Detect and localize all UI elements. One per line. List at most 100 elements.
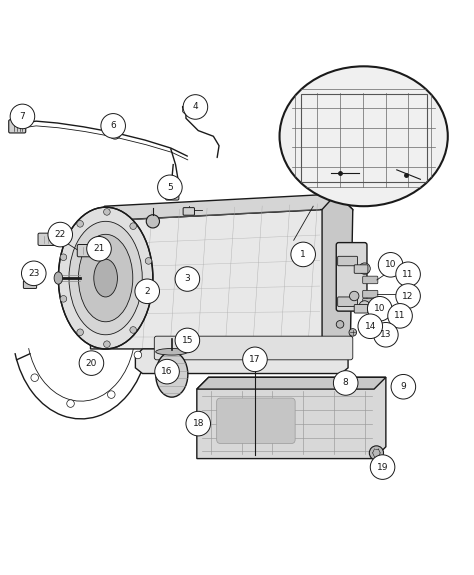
Ellipse shape: [78, 235, 133, 322]
Polygon shape: [136, 349, 348, 374]
FancyBboxPatch shape: [363, 276, 378, 283]
Circle shape: [175, 328, 200, 352]
Circle shape: [388, 304, 412, 328]
Text: 20: 20: [86, 359, 97, 367]
Ellipse shape: [94, 259, 118, 297]
Text: 11: 11: [394, 311, 406, 320]
Circle shape: [146, 214, 159, 228]
Ellipse shape: [251, 359, 259, 365]
FancyBboxPatch shape: [9, 120, 26, 133]
Ellipse shape: [58, 207, 153, 349]
Circle shape: [48, 223, 73, 247]
FancyBboxPatch shape: [77, 244, 101, 257]
Circle shape: [21, 261, 46, 286]
Circle shape: [130, 327, 137, 334]
Text: 14: 14: [365, 322, 376, 331]
FancyBboxPatch shape: [363, 290, 378, 298]
FancyBboxPatch shape: [217, 398, 295, 443]
Text: 15: 15: [182, 336, 193, 345]
Text: 18: 18: [192, 419, 204, 428]
Ellipse shape: [156, 352, 188, 397]
Circle shape: [145, 258, 152, 264]
Circle shape: [175, 267, 200, 292]
Circle shape: [374, 323, 398, 347]
Circle shape: [10, 104, 35, 129]
Circle shape: [31, 374, 38, 381]
Circle shape: [370, 455, 395, 480]
Circle shape: [333, 371, 358, 395]
Text: 9: 9: [401, 382, 406, 391]
Circle shape: [396, 262, 420, 286]
Circle shape: [367, 297, 392, 321]
FancyBboxPatch shape: [363, 298, 378, 306]
Polygon shape: [91, 194, 353, 221]
Circle shape: [157, 175, 182, 200]
FancyBboxPatch shape: [337, 297, 357, 306]
Polygon shape: [204, 337, 322, 349]
Circle shape: [101, 114, 126, 138]
Circle shape: [349, 329, 356, 336]
Text: 4: 4: [192, 102, 198, 112]
Circle shape: [349, 292, 359, 301]
Text: 3: 3: [184, 274, 190, 283]
Circle shape: [112, 263, 119, 271]
Circle shape: [79, 351, 104, 375]
FancyBboxPatch shape: [354, 305, 368, 313]
Ellipse shape: [156, 348, 188, 355]
Text: 23: 23: [28, 269, 39, 278]
Text: 19: 19: [377, 463, 388, 471]
Circle shape: [104, 341, 110, 347]
Circle shape: [104, 209, 110, 215]
Circle shape: [108, 391, 115, 398]
Circle shape: [183, 95, 208, 119]
Circle shape: [67, 400, 74, 407]
Polygon shape: [197, 377, 386, 459]
Circle shape: [186, 411, 210, 436]
Text: 7: 7: [19, 112, 25, 121]
FancyBboxPatch shape: [23, 281, 36, 289]
Text: 21: 21: [93, 244, 105, 253]
FancyBboxPatch shape: [38, 233, 62, 246]
Circle shape: [130, 223, 137, 229]
Polygon shape: [197, 377, 386, 389]
Circle shape: [77, 221, 83, 227]
Text: 2: 2: [145, 287, 150, 296]
Circle shape: [184, 341, 195, 351]
Circle shape: [358, 314, 383, 339]
Text: 10: 10: [374, 304, 385, 313]
Text: 17: 17: [249, 355, 261, 364]
FancyBboxPatch shape: [354, 265, 368, 273]
Circle shape: [109, 128, 121, 139]
Ellipse shape: [69, 221, 142, 335]
Circle shape: [87, 236, 111, 261]
FancyBboxPatch shape: [165, 190, 179, 200]
Circle shape: [145, 292, 152, 298]
Circle shape: [243, 347, 267, 371]
Polygon shape: [322, 194, 353, 350]
Circle shape: [359, 263, 370, 274]
Circle shape: [378, 252, 403, 277]
Circle shape: [134, 300, 142, 307]
Text: 1: 1: [301, 250, 306, 259]
Text: 10: 10: [385, 260, 396, 269]
FancyBboxPatch shape: [155, 336, 353, 360]
Circle shape: [134, 351, 142, 359]
Text: 16: 16: [161, 367, 173, 376]
Ellipse shape: [54, 272, 63, 284]
Text: 5: 5: [167, 183, 173, 192]
Ellipse shape: [280, 66, 448, 206]
Text: 12: 12: [402, 292, 414, 301]
Circle shape: [336, 321, 344, 328]
FancyBboxPatch shape: [337, 256, 357, 266]
FancyBboxPatch shape: [183, 208, 194, 215]
Text: 8: 8: [343, 378, 348, 388]
FancyBboxPatch shape: [336, 243, 367, 311]
Circle shape: [291, 242, 316, 267]
Circle shape: [135, 279, 159, 304]
Circle shape: [60, 254, 67, 260]
Text: 22: 22: [55, 230, 66, 239]
Circle shape: [391, 374, 416, 399]
Circle shape: [155, 359, 179, 384]
Text: 6: 6: [110, 121, 116, 131]
Text: 11: 11: [402, 270, 414, 279]
